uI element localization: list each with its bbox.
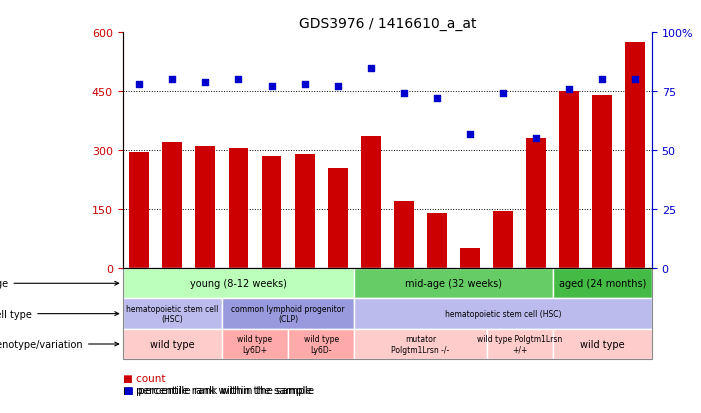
Bar: [123, 268, 354, 299]
Bar: [526, 139, 546, 268]
Bar: [222, 299, 354, 329]
Text: cell type: cell type: [0, 309, 118, 319]
Bar: [625, 43, 646, 268]
Text: wild type
Ly6D+: wild type Ly6D+: [238, 335, 273, 354]
Bar: [196, 147, 215, 268]
Text: ■ percentile rank within the sample: ■ percentile rank within the sample: [123, 385, 311, 395]
Bar: [552, 329, 652, 359]
Text: wild type: wild type: [580, 339, 625, 349]
Point: [531, 135, 542, 142]
Bar: [354, 299, 652, 329]
Bar: [460, 249, 480, 268]
Point: [365, 65, 376, 72]
Text: age: age: [0, 279, 118, 289]
Bar: [294, 154, 315, 268]
Point: [332, 84, 343, 90]
Text: wild type Polgtm1Lrsn
+/+: wild type Polgtm1Lrsn +/+: [477, 335, 562, 354]
Point: [299, 81, 311, 88]
Bar: [222, 329, 288, 359]
Point: [629, 77, 641, 83]
Bar: [559, 92, 579, 268]
Bar: [163, 143, 182, 268]
Text: wild type: wild type: [150, 339, 195, 349]
Point: [233, 77, 244, 83]
Text: percentile rank within the sample: percentile rank within the sample: [135, 385, 315, 395]
Point: [134, 81, 145, 88]
Bar: [552, 268, 652, 299]
Bar: [592, 96, 612, 268]
Text: ■ count: ■ count: [123, 373, 165, 383]
Bar: [394, 202, 414, 268]
Point: [167, 77, 178, 83]
Point: [498, 91, 509, 97]
Text: genotype/variation: genotype/variation: [0, 339, 118, 349]
Point: [266, 84, 277, 90]
Text: common lymphoid progenitor
(CLP): common lymphoid progenitor (CLP): [231, 304, 345, 323]
Bar: [123, 299, 222, 329]
Bar: [229, 149, 248, 268]
Text: aged (24 months): aged (24 months): [559, 279, 646, 289]
Point: [597, 77, 608, 83]
Text: hematopoietic stem cell (HSC): hematopoietic stem cell (HSC): [445, 309, 562, 318]
Text: hematopoietic stem cell
(HSC): hematopoietic stem cell (HSC): [126, 304, 219, 323]
Text: young (8-12 weeks): young (8-12 weeks): [190, 279, 287, 289]
Text: mid-age (32 weeks): mid-age (32 weeks): [405, 279, 502, 289]
Text: ■: ■: [123, 385, 132, 395]
Title: GDS3976 / 1416610_a_at: GDS3976 / 1416610_a_at: [299, 17, 476, 31]
Point: [564, 86, 575, 93]
Bar: [328, 169, 348, 268]
Bar: [261, 157, 282, 268]
Point: [200, 79, 211, 86]
Bar: [129, 153, 149, 268]
Bar: [427, 214, 447, 268]
Text: mutator
Polgtm1Lrsn -/-: mutator Polgtm1Lrsn -/-: [391, 335, 449, 354]
Bar: [361, 137, 381, 268]
Text: wild type
Ly6D-: wild type Ly6D-: [304, 335, 339, 354]
Bar: [354, 268, 552, 299]
Bar: [494, 211, 513, 268]
Bar: [486, 329, 552, 359]
Point: [398, 91, 409, 97]
Point: [464, 131, 475, 138]
Bar: [354, 329, 486, 359]
Bar: [288, 329, 354, 359]
Point: [431, 96, 442, 102]
Bar: [123, 329, 222, 359]
